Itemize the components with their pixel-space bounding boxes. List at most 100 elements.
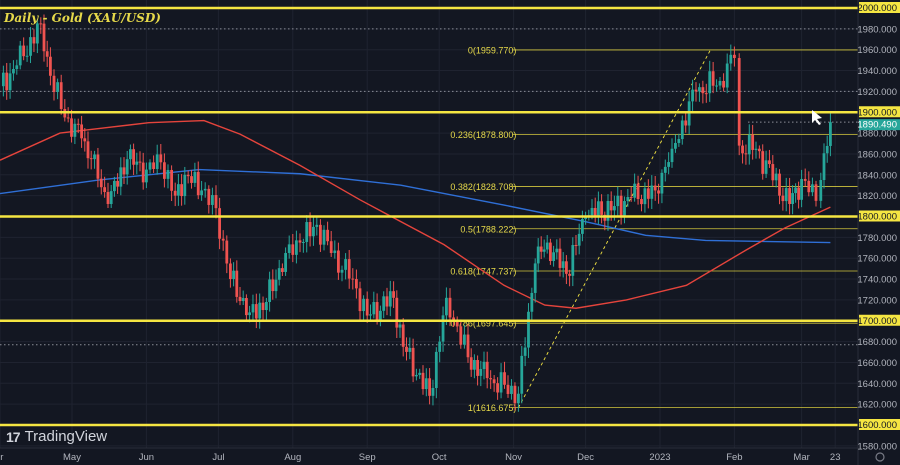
candle-body bbox=[119, 167, 123, 187]
candle bbox=[398, 320, 402, 338]
candle bbox=[552, 245, 555, 267]
candle bbox=[337, 242, 340, 280]
candle bbox=[791, 185, 794, 215]
date-tick-label: Nov bbox=[505, 452, 522, 463]
candle-body bbox=[774, 173, 778, 181]
moving-average-red bbox=[0, 119, 831, 309]
candle bbox=[298, 233, 302, 253]
candle-body bbox=[49, 56, 52, 76]
candle-body bbox=[241, 298, 245, 302]
candle bbox=[76, 118, 80, 134]
candle-body bbox=[441, 315, 445, 342]
candle-body bbox=[319, 224, 322, 245]
candle bbox=[466, 324, 470, 363]
price-tick-label: 1980.000 bbox=[857, 24, 897, 35]
candle bbox=[561, 252, 565, 278]
candle-body bbox=[211, 195, 214, 205]
price-tick-label: 1940.000 bbox=[857, 66, 897, 77]
candle bbox=[711, 61, 715, 94]
candle bbox=[281, 263, 284, 277]
candle bbox=[418, 368, 422, 379]
arrow-annotation-icon bbox=[812, 110, 822, 125]
candle bbox=[555, 239, 559, 260]
date-tick-label: May bbox=[63, 452, 81, 463]
price-level-badge bbox=[859, 210, 900, 222]
candle bbox=[73, 118, 77, 145]
candle-body bbox=[411, 347, 415, 377]
candle bbox=[784, 177, 788, 212]
candle-body bbox=[825, 145, 829, 154]
candle bbox=[581, 210, 584, 242]
candle-body bbox=[492, 379, 496, 384]
candle-body bbox=[251, 304, 255, 313]
candle bbox=[733, 46, 736, 67]
candle bbox=[768, 149, 771, 168]
candle bbox=[757, 145, 761, 159]
fib-level-label: 1(1616.675) bbox=[468, 403, 517, 413]
candle-body bbox=[600, 201, 603, 215]
candle bbox=[741, 140, 744, 164]
candle-body bbox=[301, 241, 305, 243]
candle bbox=[781, 187, 785, 211]
candle-body bbox=[103, 187, 107, 193]
candle-body bbox=[431, 388, 435, 396]
date-tick-label: Oct bbox=[432, 452, 447, 463]
candle bbox=[482, 351, 486, 380]
candle bbox=[718, 76, 722, 90]
candle-body bbox=[539, 246, 543, 252]
candle bbox=[45, 40, 49, 67]
candle-body bbox=[116, 180, 119, 187]
price-tick-label: 1760.000 bbox=[857, 254, 897, 265]
candle bbox=[523, 337, 527, 367]
candle bbox=[499, 363, 503, 399]
candle-body bbox=[434, 351, 438, 389]
candle-body bbox=[214, 195, 218, 209]
candle bbox=[177, 173, 180, 206]
candle-body bbox=[496, 383, 499, 393]
candle bbox=[22, 37, 26, 61]
price-tick-label: 1660.000 bbox=[857, 358, 897, 369]
candle-body bbox=[326, 229, 329, 242]
candle bbox=[744, 144, 748, 165]
candle-body bbox=[308, 222, 312, 237]
fib-level-label: 0.382(1828.708) bbox=[450, 182, 516, 192]
candle-body bbox=[238, 296, 242, 302]
price-tick-label: 1860.000 bbox=[857, 149, 897, 160]
candle bbox=[517, 386, 520, 412]
candle-body bbox=[254, 304, 258, 319]
candle bbox=[701, 80, 705, 104]
candle bbox=[445, 287, 448, 325]
candle bbox=[822, 143, 826, 189]
candle-body bbox=[225, 240, 229, 264]
price-level-badge bbox=[859, 314, 900, 326]
candle-body bbox=[421, 372, 425, 390]
candle bbox=[754, 141, 758, 159]
price-tick-label: 1720.000 bbox=[857, 295, 897, 306]
candle-body bbox=[463, 334, 466, 345]
candle bbox=[616, 186, 620, 216]
price-tick-label: 1620.000 bbox=[857, 400, 897, 411]
candle-body bbox=[203, 188, 207, 191]
candle bbox=[344, 253, 347, 280]
candle-body bbox=[663, 166, 667, 173]
candle bbox=[401, 318, 405, 357]
candle bbox=[315, 215, 319, 236]
candle-body bbox=[218, 208, 221, 239]
candle-body bbox=[340, 269, 344, 273]
price-level-badge bbox=[859, 106, 900, 118]
candle bbox=[362, 295, 365, 320]
candle bbox=[49, 47, 52, 86]
candle-body bbox=[235, 270, 239, 297]
price-tick-label: 1960.000 bbox=[857, 45, 897, 56]
fib-level-label: 0(1959.770) bbox=[468, 45, 517, 55]
candle bbox=[312, 216, 315, 246]
settings-gear-icon[interactable] bbox=[875, 452, 885, 462]
price-level-badge bbox=[859, 2, 900, 13]
candle-body bbox=[771, 164, 775, 181]
candle bbox=[527, 303, 530, 358]
price-tick-label: 1880.000 bbox=[857, 129, 897, 140]
candle-body bbox=[312, 226, 315, 237]
candle bbox=[640, 194, 643, 212]
candle bbox=[463, 324, 466, 349]
